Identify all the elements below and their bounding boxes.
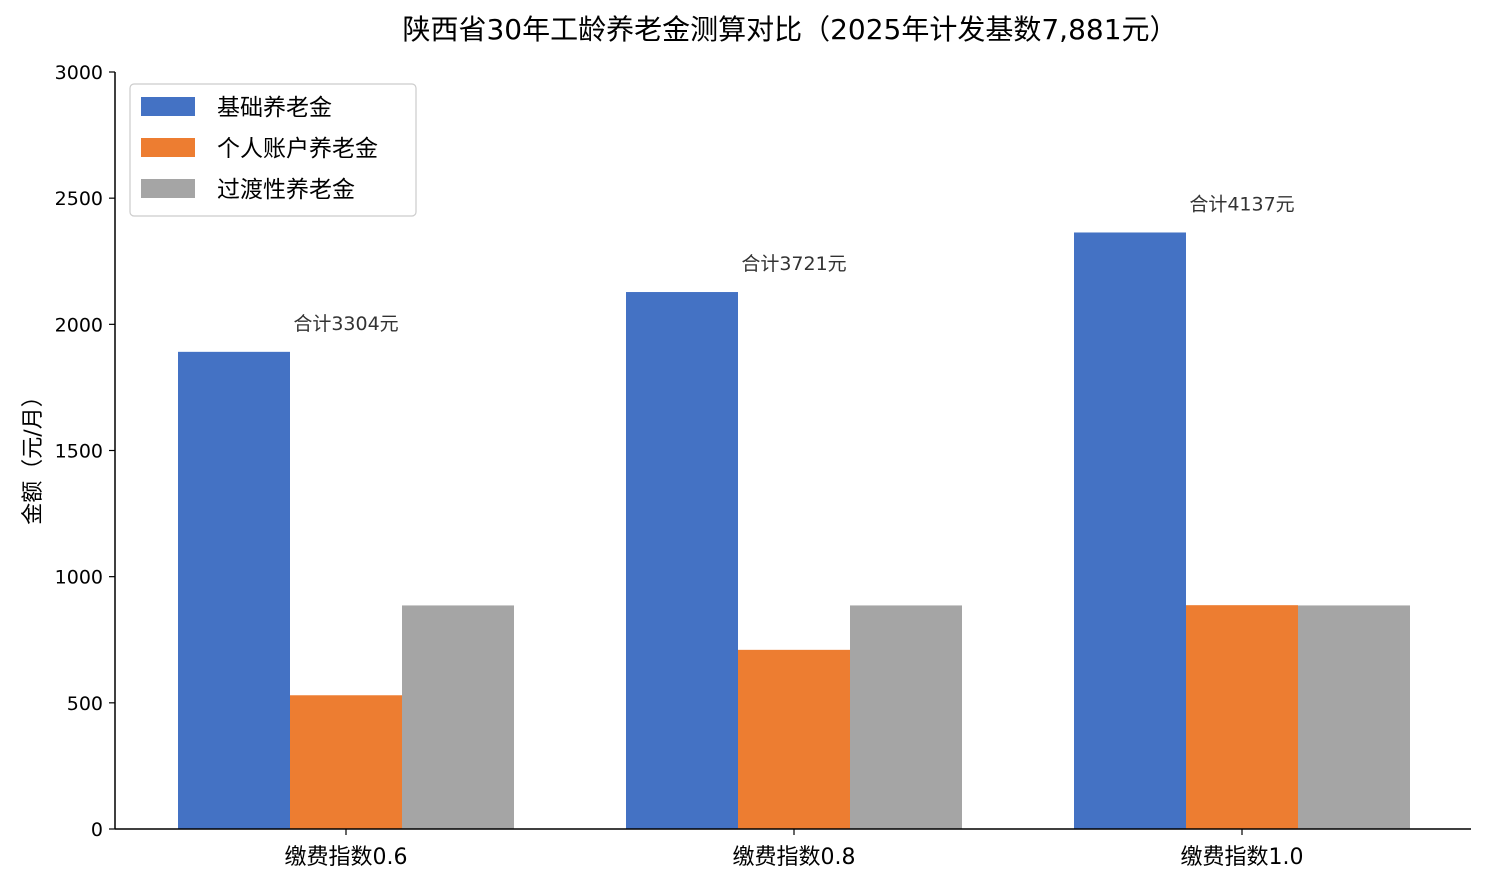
legend-swatch [141, 179, 195, 198]
total-annotations: 合计3304元 合计3721元 合计4137元 [293, 193, 1294, 334]
x-tick-label: 缴费指数0.8 [733, 845, 856, 870]
bar-series2-cat2 [738, 649, 850, 829]
bar-series2-cat1 [290, 695, 402, 829]
legend-label: 过渡性养老金 [217, 177, 355, 203]
y-tick-label: 1000 [55, 567, 103, 589]
y-axis-ticks: 0 500 1000 1500 2000 2500 3000 [55, 62, 115, 841]
bar-series3-cat1 [402, 605, 514, 829]
plot-area [178, 232, 1410, 829]
bar-series1-cat2 [626, 292, 738, 829]
bar-series1-cat3 [1074, 232, 1186, 829]
y-tick-label: 2500 [55, 188, 103, 210]
legend-frame [129, 83, 417, 217]
legend-label: 基础养老金 [217, 95, 332, 121]
y-tick-label: 0 [91, 819, 103, 841]
x-tick-label: 缴费指数0.6 [285, 845, 408, 870]
y-axis-label: 金额（元/月） [21, 385, 46, 524]
x-axis-ticks: 缴费指数0.6 缴费指数0.8 缴费指数1.0 [285, 829, 1304, 870]
y-tick-label: 3000 [55, 62, 103, 84]
y-tick-label: 2000 [55, 314, 103, 336]
bar-series3-cat3 [1298, 605, 1410, 829]
total-annotation: 合计4137元 [1189, 193, 1294, 215]
legend-label: 个人账户养老金 [217, 136, 378, 162]
bar-series2-cat3 [1186, 605, 1298, 829]
chart-title: 陕西省30年工龄养老金测算对比（2025年计发基数7,881元） [402, 13, 1177, 46]
legend-swatch [141, 97, 195, 116]
x-tick-label: 缴费指数1.0 [1181, 845, 1304, 870]
total-annotation: 合计3304元 [293, 313, 398, 335]
total-annotation: 合计3721元 [741, 253, 846, 275]
y-tick-label: 500 [67, 693, 103, 715]
y-tick-label: 1500 [55, 441, 103, 463]
bar-series3-cat2 [850, 605, 962, 829]
bar-series1-cat1 [178, 351, 290, 829]
legend-swatch [141, 138, 195, 157]
